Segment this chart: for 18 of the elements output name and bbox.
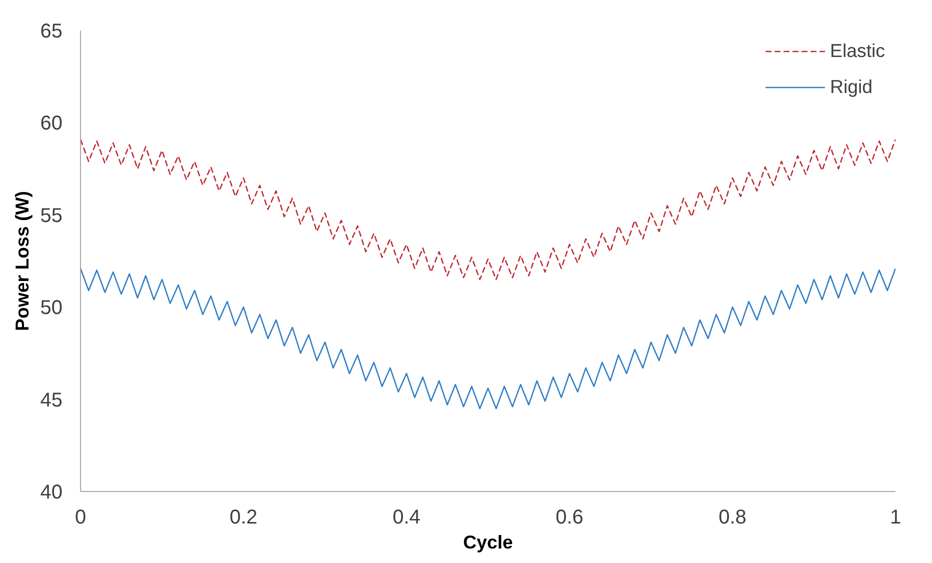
- y-tick-label: 50: [40, 297, 63, 320]
- y-tick-label: 40: [40, 482, 63, 504]
- line-series: [80, 138, 896, 280]
- legend-label: Rigid: [830, 76, 873, 98]
- y-tick-label: 55: [40, 204, 63, 227]
- x-tick-label: 0.8: [718, 506, 746, 528]
- x-tick-label: 1: [890, 506, 902, 528]
- y-axis-title: Power Loss (W): [11, 191, 32, 331]
- x-tick-label: 0.4: [392, 506, 420, 528]
- line-series: [80, 268, 896, 410]
- y-tick-label: 45: [40, 389, 63, 412]
- x-tick-label: 0: [74, 506, 86, 528]
- x-tick-label: 0.6: [556, 506, 584, 528]
- legend-label: Elastic: [830, 40, 885, 62]
- x-tick-label: 0.2: [230, 506, 258, 528]
- x-axis-title: Cycle: [463, 532, 513, 552]
- y-tick-label: 60: [40, 112, 63, 135]
- y-tick-label: 65: [40, 20, 63, 42]
